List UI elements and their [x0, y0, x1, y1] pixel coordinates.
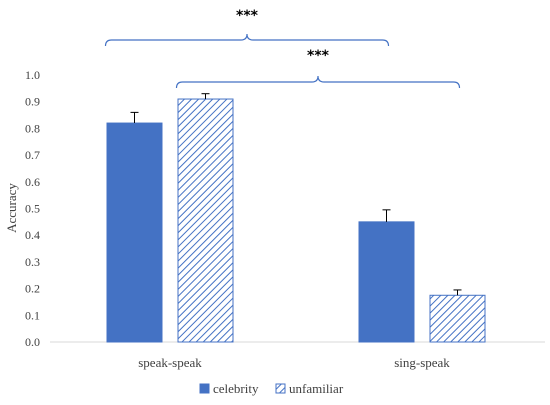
- y-tick-label: 0.4: [25, 228, 40, 242]
- significance-brackets: *** ***: [104, 8, 461, 89]
- significance-label: ***: [236, 8, 259, 24]
- bar-celebrity-speak-speak: [106, 122, 163, 343]
- significance-label: ***: [307, 48, 330, 64]
- legend: celebrity unfamiliar: [199, 381, 344, 396]
- legend-label-unfamiliar: unfamiliar: [289, 381, 344, 396]
- y-tick-label: 0.3: [25, 255, 40, 269]
- significance-bracket: [104, 33, 390, 47]
- bar-unfamiliar-speak-speak: [177, 98, 234, 343]
- legend-swatch-unfamiliar: [275, 383, 286, 394]
- legend-swatch-celebrity: [199, 383, 210, 394]
- significance-bracket: [175, 75, 461, 89]
- x-category-label: speak-speak: [138, 355, 202, 370]
- y-axis-ticks: 0.0 0.1 0.2 0.3 0.4 0.5 0.6 0.7 0.8 0.9 1.0: [25, 68, 40, 349]
- bars: [106, 98, 486, 343]
- y-tick-label: 0.9: [25, 95, 40, 109]
- x-category-label: sing-speak: [394, 355, 450, 370]
- bar-celebrity-sing-speak: [358, 221, 415, 343]
- y-tick-label: 0.0: [25, 335, 40, 349]
- y-tick-label: 0.5: [25, 202, 40, 216]
- y-tick-label: 0.6: [25, 175, 40, 189]
- bar-unfamiliar-sing-speak: [429, 294, 486, 343]
- y-tick-label: 0.8: [25, 121, 40, 135]
- legend-label-celebrity: celebrity: [213, 381, 259, 396]
- y-tick-label: 0.2: [25, 282, 40, 296]
- error-bars: [130, 93, 462, 296]
- y-axis-title: Accuracy: [4, 183, 19, 233]
- y-tick-label: 0.1: [25, 308, 40, 322]
- y-tick-label: 1.0: [25, 68, 40, 82]
- category-labels: speak-speak sing-speak: [138, 355, 450, 370]
- y-tick-label: 0.7: [25, 148, 40, 162]
